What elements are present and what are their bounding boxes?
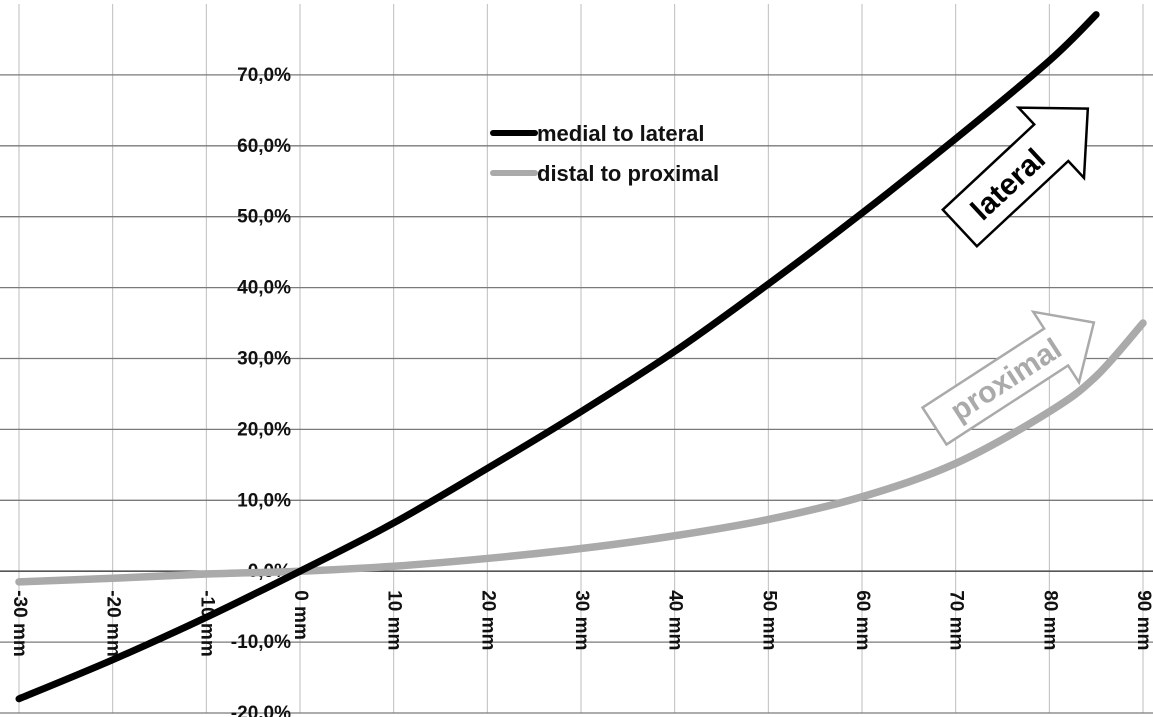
legend-label-medial: medial to lateral (537, 121, 705, 146)
y-tick-label: 40,0% (237, 278, 291, 299)
series-line-distal-to-proximal (15, 319, 1147, 586)
x-axis-ticks: -30 mm -20 mm -10 mm 0 mm 10 mm 20 mm 30 mm 40 … (9, 590, 1153, 657)
y-tick-label: 10,0% (237, 490, 291, 511)
x-tick-label: 80 mm (1039, 590, 1060, 650)
y-tick-label: -10,0% (231, 632, 291, 653)
y-tick-label: 70,0% (237, 65, 291, 86)
y-tick-label: 20,0% (237, 419, 291, 440)
lateral-arrow-shape (941, 106, 1090, 249)
y-axis-ticks: -20,0%-10,0%0,0%10,0%20,0%30,0%40,0%50,0… (231, 65, 291, 717)
series-lines (15, 11, 1147, 703)
legend: medial to lateral distal to proximal (490, 121, 719, 186)
x-tick-label: 20 mm (477, 590, 498, 650)
x-tick-label: 70 mm (946, 590, 967, 650)
x-tick-label: 40 mm (665, 590, 686, 650)
x-tick-label: 90 mm (1133, 590, 1153, 650)
x-tick-label: 10 mm (384, 590, 405, 650)
legend-label-distal: distal to proximal (537, 161, 719, 186)
x-tick-label: -10 mm (196, 590, 217, 657)
x-tick-label: 50 mm (758, 590, 779, 650)
y-tick-label: 60,0% (237, 136, 291, 157)
x-tick-label: 60 mm (852, 590, 873, 650)
x-tick-label: 0 mm (290, 590, 311, 640)
x-tick-label: -30 mm (9, 590, 30, 657)
x-tick-label: 30 mm (571, 590, 592, 650)
y-tick-label: -20,0% (231, 703, 291, 717)
series-line-medial-to-lateral (15, 11, 1100, 703)
x-tick-label: -20 mm (103, 590, 124, 657)
y-tick-label: 30,0% (237, 349, 291, 370)
proximal-arrow-shape (920, 310, 1096, 447)
y-tick-label: 50,0% (237, 207, 291, 228)
